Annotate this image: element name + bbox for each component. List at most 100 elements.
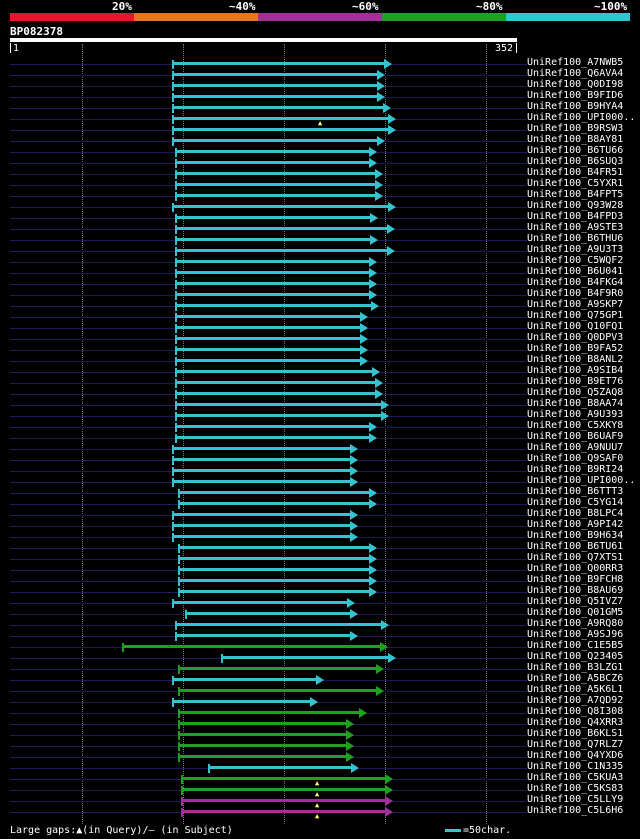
hit-alignment-bar[interactable] — [172, 458, 350, 461]
hit-alignment-bar[interactable] — [175, 227, 387, 230]
hit-label-link[interactable]: UniRef100_C5YXR1 — [527, 178, 624, 189]
hit-row[interactable]: UniRef100_Q01GM5 — [0, 607, 640, 620]
hit-alignment-bar[interactable] — [181, 810, 385, 813]
hit-alignment-bar[interactable] — [175, 370, 372, 373]
hit-label-link[interactable]: UniRef100_B3LZG1 — [527, 662, 624, 673]
hit-label-link[interactable]: UniRef100_C5L6H6 — [527, 805, 624, 816]
hit-row[interactable]: UniRef100_B9HYA4 — [0, 101, 640, 114]
hit-alignment-bar[interactable] — [172, 700, 310, 703]
hit-row[interactable]: UniRef100_A9U393 — [0, 409, 640, 422]
hit-row[interactable]: UniRef100_Q4YXD6 — [0, 750, 640, 763]
hit-row[interactable]: UniRef100_B4FPT5 — [0, 189, 640, 202]
hit-row[interactable]: UniRef100_Q5ZAQ8 — [0, 387, 640, 400]
hit-label-link[interactable]: UniRef100_A5BCZ6 — [527, 673, 624, 684]
hit-label-link[interactable]: UniRef100_B9FCH8 — [527, 574, 624, 585]
hit-row[interactable]: UniRef100_Q10FQ1 — [0, 321, 640, 334]
hit-alignment-bar[interactable] — [172, 205, 388, 208]
hit-label-link[interactable]: UniRef100_UPI000.. — [527, 475, 636, 486]
hit-alignment-bar[interactable] — [175, 161, 369, 164]
hit-alignment-bar[interactable] — [172, 106, 383, 109]
hit-alignment-bar[interactable] — [175, 282, 369, 285]
hit-alignment-bar[interactable] — [172, 447, 350, 450]
hit-alignment-bar[interactable] — [175, 315, 360, 318]
hit-alignment-bar[interactable] — [122, 645, 380, 648]
hit-alignment-bar[interactable] — [175, 293, 369, 296]
hit-row[interactable]: UniRef100_B4F9R0 — [0, 288, 640, 301]
hit-alignment-bar[interactable] — [175, 623, 381, 626]
hit-row[interactable]: UniRef100_A7QD92 — [0, 695, 640, 708]
hit-label-link[interactable]: UniRef100_Q6AVA4 — [527, 68, 624, 79]
hit-row[interactable]: UniRef100_A9U3T3 — [0, 244, 640, 257]
hit-row[interactable]: UniRef100_B6UAF9 — [0, 431, 640, 444]
hit-row[interactable]: UniRef100_Q7XTS1 — [0, 552, 640, 565]
hit-label-link[interactable]: UniRef100_A5K6L1 — [527, 684, 624, 695]
hit-row[interactable]: UniRef100_C5YXR1 — [0, 178, 640, 191]
hit-label-link[interactable]: UniRef100_Q93W28 — [527, 200, 624, 211]
hit-row[interactable]: UniRef100_B6U041 — [0, 266, 640, 279]
hit-alignment-bar[interactable] — [172, 117, 388, 120]
hit-label-link[interactable]: UniRef100_A9SIB4 — [527, 365, 624, 376]
hit-alignment-bar[interactable] — [175, 337, 360, 340]
hit-row[interactable]: UniRef100_Q8I308 — [0, 706, 640, 719]
hit-label-link[interactable]: UniRef100_B4FKG4 — [527, 277, 624, 288]
hit-row[interactable]: UniRef100_A5K6L1 — [0, 684, 640, 697]
hit-alignment-bar[interactable] — [172, 535, 350, 538]
hit-row[interactable]: UniRef100_Q23405 — [0, 651, 640, 664]
hit-label-link[interactable]: UniRef100_C5KS83 — [527, 783, 624, 794]
hit-label-link[interactable]: UniRef100_B6UAF9 — [527, 431, 624, 442]
hit-label-link[interactable]: UniRef100_Q5ZAQ8 — [527, 387, 624, 398]
hit-alignment-bar[interactable] — [172, 513, 350, 516]
hit-alignment-bar[interactable] — [175, 414, 381, 417]
hit-row[interactable]: UniRef100_B8AU69 — [0, 585, 640, 598]
hit-row[interactable]: UniRef100_UPI000.. — [0, 475, 640, 488]
hit-label-link[interactable]: UniRef100_C5YG14 — [527, 497, 624, 508]
hit-label-link[interactable]: UniRef100_A9STE3 — [527, 222, 624, 233]
hit-row[interactable]: UniRef100_A9NUU7 — [0, 442, 640, 455]
hit-alignment-bar[interactable] — [221, 656, 388, 659]
hit-label-link[interactable]: UniRef100_C1N335 — [527, 761, 624, 772]
hit-label-link[interactable]: UniRef100_A9PI42 — [527, 519, 624, 530]
hit-row[interactable]: UniRef100_A9RQ80 — [0, 618, 640, 631]
hit-label-link[interactable]: UniRef100_B9FID6 — [527, 90, 624, 101]
hit-label-link[interactable]: UniRef100_A9SJ96 — [527, 629, 624, 640]
hit-alignment-bar[interactable] — [181, 799, 385, 802]
hit-alignment-bar[interactable] — [175, 150, 369, 153]
hit-label-link[interactable]: UniRef100_C5WQF2 — [527, 255, 624, 266]
hit-row[interactable]: UniRef100_Q93W28 — [0, 200, 640, 213]
hit-row[interactable]: UniRef100_B9FCH8 — [0, 574, 640, 587]
hit-row[interactable]: UniRef100_A7NWB5 — [0, 57, 640, 70]
hit-alignment-bar[interactable] — [175, 381, 375, 384]
hit-row[interactable]: UniRef100_B4FR51 — [0, 167, 640, 180]
hit-alignment-bar[interactable] — [175, 238, 370, 241]
hit-alignment-bar[interactable] — [175, 304, 371, 307]
hit-row[interactable]: ▲ UniRef100_C5L6H6 — [0, 805, 640, 820]
hit-alignment-bar[interactable] — [172, 84, 377, 87]
hit-row[interactable]: UniRef100_B9RSW3 — [0, 123, 640, 136]
hit-label-link[interactable]: UniRef100_A7QD92 — [527, 695, 624, 706]
hit-label-link[interactable]: UniRef100_B6TU61 — [527, 541, 624, 552]
hit-alignment-bar[interactable] — [178, 689, 376, 692]
hit-label-link[interactable]: UniRef100_Q75GP1 — [527, 310, 624, 321]
hit-row[interactable]: ▲ UniRef100_C5KS83 — [0, 783, 640, 798]
hit-alignment-bar[interactable] — [181, 777, 385, 780]
hit-row[interactable]: UniRef100_C1E5B5 — [0, 640, 640, 653]
hit-row[interactable]: UniRef100_B8LPC4 — [0, 508, 640, 521]
hit-row[interactable]: UniRef100_B9FID6 — [0, 90, 640, 103]
hit-label-link[interactable]: UniRef100_Q7RLZ7 — [527, 739, 624, 750]
hit-row[interactable]: UniRef100_B6TU66 — [0, 145, 640, 158]
hit-row[interactable]: UniRef100_B4FPD3 — [0, 211, 640, 224]
hit-row[interactable]: UniRef100_A9STE3 — [0, 222, 640, 235]
hit-row[interactable]: UniRef100_A9PI42 — [0, 519, 640, 532]
hit-alignment-bar[interactable] — [175, 271, 369, 274]
hit-label-link[interactable]: UniRef100_B6TU66 — [527, 145, 624, 156]
hit-label-link[interactable]: UniRef100_UPI000.. — [527, 112, 636, 123]
hit-row[interactable]: UniRef100_C5XKY8 — [0, 420, 640, 433]
hit-label-link[interactable]: UniRef100_B6U041 — [527, 266, 624, 277]
hit-alignment-bar[interactable] — [181, 788, 385, 791]
hit-label-link[interactable]: UniRef100_B9RSW3 — [527, 123, 624, 134]
hit-label-link[interactable]: UniRef100_Q0DI98 — [527, 79, 624, 90]
hit-label-link[interactable]: UniRef100_Q7XTS1 — [527, 552, 624, 563]
hit-row[interactable]: UniRef100_Q4XRR3 — [0, 717, 640, 730]
hit-label-link[interactable]: UniRef100_B8AA74 — [527, 398, 624, 409]
hit-row[interactable]: UniRef100_C1N335 — [0, 761, 640, 774]
